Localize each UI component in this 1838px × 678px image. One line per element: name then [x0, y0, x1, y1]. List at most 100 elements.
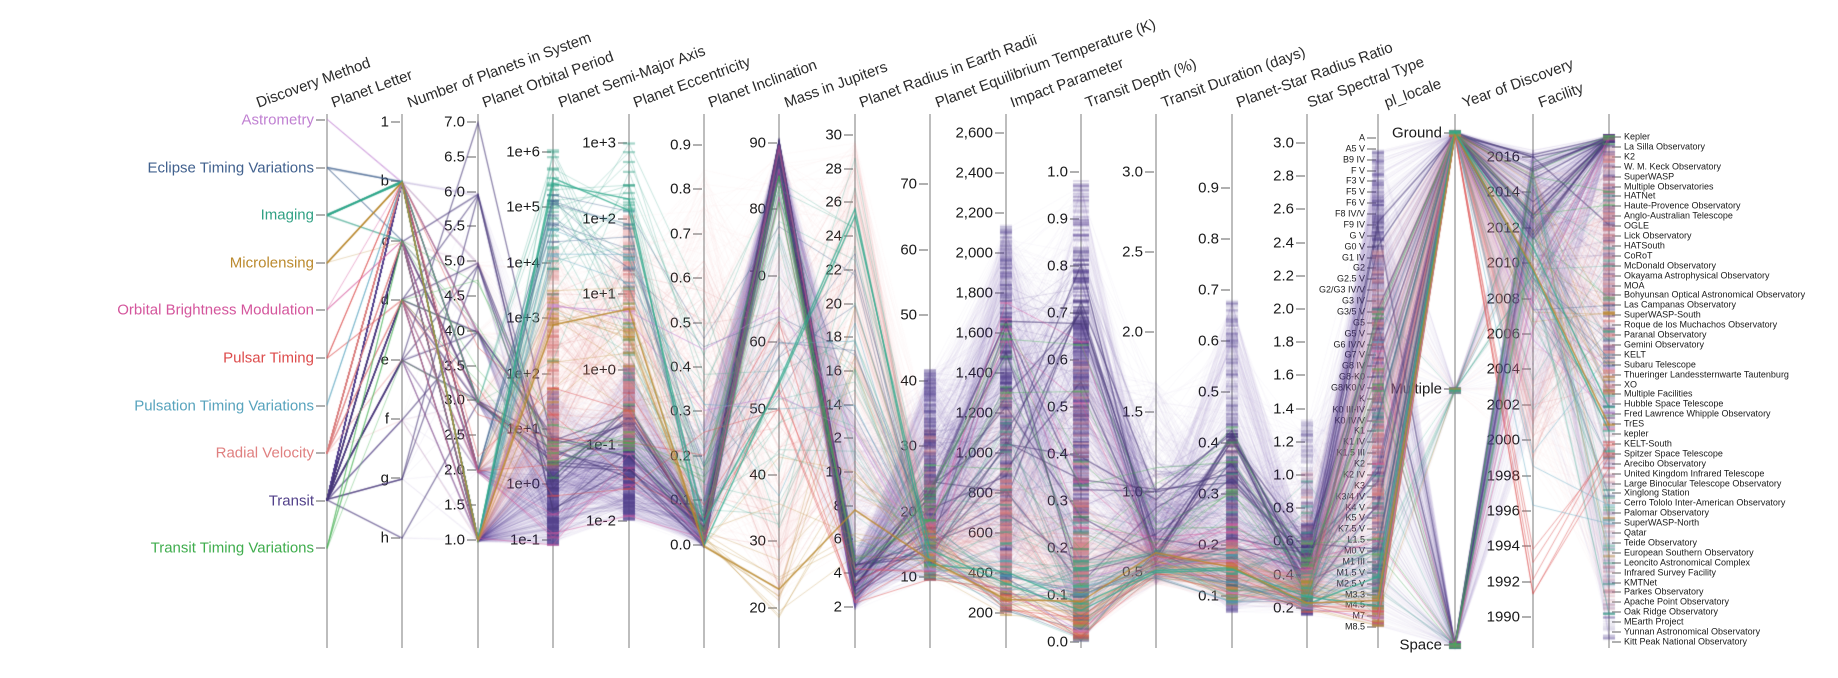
tick-label-year-of-discovery: 1990: [1486, 608, 1520, 626]
tick-label-star-spectral-type: K3/4 IV: [1335, 491, 1365, 502]
tick-label-radius-earth: 40: [900, 372, 917, 389]
axis-discovery-method[interactable]: [326, 114, 328, 648]
tick-label-eccentricity: 0.8: [670, 180, 691, 198]
tick-mark-facility: [1612, 235, 1621, 237]
tick-mark-star-spectral-type: [1367, 289, 1376, 292]
tick-label-eccentricity: 0.0: [670, 536, 691, 554]
tick-mark-year-of-discovery: [1522, 474, 1531, 477]
tick-label-star-spectral-type: K1.5 III: [1336, 447, 1365, 458]
tick-mark-star-spectral-type: [1367, 321, 1376, 324]
tick-mark-inclination: [768, 474, 777, 476]
tick-label-year-of-discovery: 1994: [1486, 537, 1520, 555]
tick-mark-transit-depth: [1145, 171, 1154, 173]
axis-orbital-period[interactable]: [552, 114, 554, 648]
tick-label-facility: kepler: [1624, 428, 1649, 439]
tick-mark-star-spectral-type: [1367, 169, 1376, 172]
tick-mark-star-spectral-type: [1367, 202, 1376, 205]
tick-label-star-spectral-type: M7: [1352, 610, 1365, 621]
tick-mark-year-of-discovery: [1522, 439, 1531, 442]
tick-mark-star-spectral-type: [1367, 463, 1376, 466]
axis-star-spectral-type[interactable]: [1377, 114, 1379, 648]
tick-label-eccentricity: 0.7: [670, 225, 691, 243]
tick-mark-pl-locale: [1444, 644, 1453, 646]
tick-label-star-spectral-type: G2: [1352, 262, 1365, 273]
tick-mark-facility: [1612, 611, 1621, 614]
tick-mark-orbital-period: [542, 538, 551, 541]
tick-label-num-planets: 1.5: [444, 496, 465, 514]
tick-label-radius-ratio: 2.4: [1273, 234, 1294, 252]
tick-label-planet-letter: d: [380, 291, 389, 309]
tick-mark-facility: [1612, 631, 1621, 633]
axis-transit-duration[interactable]: [1231, 114, 1233, 648]
axis-impact-parameter[interactable]: [1080, 114, 1082, 648]
tick-label-star-spectral-type: G0 V: [1344, 241, 1365, 252]
tick-label-inclination: 70: [749, 267, 766, 285]
tick-mark-discovery-method: [316, 214, 325, 217]
tick-label-year-of-discovery: 2012: [1486, 219, 1520, 237]
axis-year-of-discovery[interactable]: [1532, 114, 1534, 648]
tick-mark-facility: [1612, 591, 1621, 594]
axis-planet-letter[interactable]: [401, 114, 403, 648]
tick-label-eccentricity: 0.9: [670, 136, 691, 154]
axis-pl-locale[interactable]: [1454, 114, 1456, 648]
tick-mark-mass-jupiters: [844, 167, 853, 170]
tick-label-equilibrium-temp: 200: [967, 604, 993, 622]
tick-mark-eccentricity: [693, 232, 702, 235]
tick-label-eccentricity: 0.3: [670, 402, 691, 420]
tick-mark-transit-duration: [1221, 595, 1230, 597]
tick-mark-facility: [1612, 145, 1621, 148]
axis-inclination[interactable]: [778, 114, 780, 648]
tick-mark-star-spectral-type: [1367, 517, 1376, 520]
tick-mark-num-planets: [467, 538, 476, 541]
tick-label-planet-letter: h: [380, 529, 389, 547]
tick-label-facility: Xinglong Station: [1624, 487, 1690, 498]
axis-num-planets[interactable]: [477, 114, 479, 648]
tick-label-radius-ratio: 0.4: [1273, 566, 1294, 584]
axis-transit-depth[interactable]: [1155, 114, 1157, 648]
tick-mark-star-spectral-type: [1367, 550, 1376, 553]
tick-mark-facility: [1612, 640, 1621, 643]
axis-title-facility[interactable]: Facility: [1536, 79, 1586, 112]
tick-label-star-spectral-type: G8/K0 V: [1330, 382, 1365, 393]
tick-label-star-spectral-type: K1 IV: [1342, 436, 1365, 447]
tick-label-discovery-method: Eclipse Timing Variations: [147, 159, 314, 177]
tick-mark-discovery-method: [316, 499, 325, 502]
tick-label-planet-letter: c: [381, 232, 390, 250]
tick-label-facility: SuperWASP-North: [1624, 517, 1700, 528]
axis-radius-ratio[interactable]: [1306, 114, 1308, 648]
tick-mark-semi-major-axis: [618, 444, 627, 446]
tick-mark-mass-jupiters: [844, 235, 853, 238]
axis-mass-jupiters[interactable]: [854, 114, 856, 648]
tick-label-equilibrium-temp: 1,600: [955, 324, 993, 342]
tick-label-facility: SuperWASP-South: [1624, 309, 1701, 320]
tick-label-star-spectral-type: G2.5 V: [1336, 273, 1365, 284]
tick-mark-equilibrium-temp: [995, 572, 1004, 574]
tick-label-transit-duration: 0.8: [1198, 230, 1219, 248]
tick-mark-equilibrium-temp: [995, 252, 1004, 254]
tick-label-inclination: 20: [749, 599, 766, 617]
axis-semi-major-axis[interactable]: [628, 114, 630, 648]
tick-mark-star-spectral-type: [1367, 147, 1376, 150]
tick-label-orbital-period: 1e+1: [506, 420, 540, 438]
tick-label-radius-ratio: 1.0: [1273, 466, 1294, 484]
tick-label-radius-ratio: 1.2: [1273, 433, 1294, 451]
tick-label-inclination: 30: [749, 532, 766, 550]
tick-mark-eccentricity: [693, 543, 702, 546]
tick-label-planet-letter: f: [384, 410, 389, 428]
tick-mark-radius-ratio: [1296, 606, 1305, 609]
tick-mark-star-spectral-type: [1367, 604, 1376, 607]
tick-label-num-planets: 7.0: [444, 113, 465, 131]
tick-mark-radius-ratio: [1296, 407, 1305, 410]
axis-eccentricity[interactable]: [703, 114, 705, 648]
tick-mark-num-planets: [467, 295, 476, 297]
tick-label-star-spectral-type: A: [1358, 132, 1365, 143]
axis-radius-earth[interactable]: [929, 114, 931, 648]
tick-mark-star-spectral-type: [1367, 300, 1376, 303]
tick-mark-star-spectral-type: [1367, 365, 1376, 368]
tick-label-facility: Okayama Astrophysical Observatory: [1624, 270, 1770, 281]
tick-label-orbital-period: 1e-1: [509, 531, 540, 549]
tick-mark-orbital-period: [542, 428, 551, 430]
axis-facility[interactable]: [1608, 114, 1610, 648]
tick-mark-eccentricity: [693, 144, 702, 146]
axis-equilibrium-temp[interactable]: [1005, 114, 1007, 648]
